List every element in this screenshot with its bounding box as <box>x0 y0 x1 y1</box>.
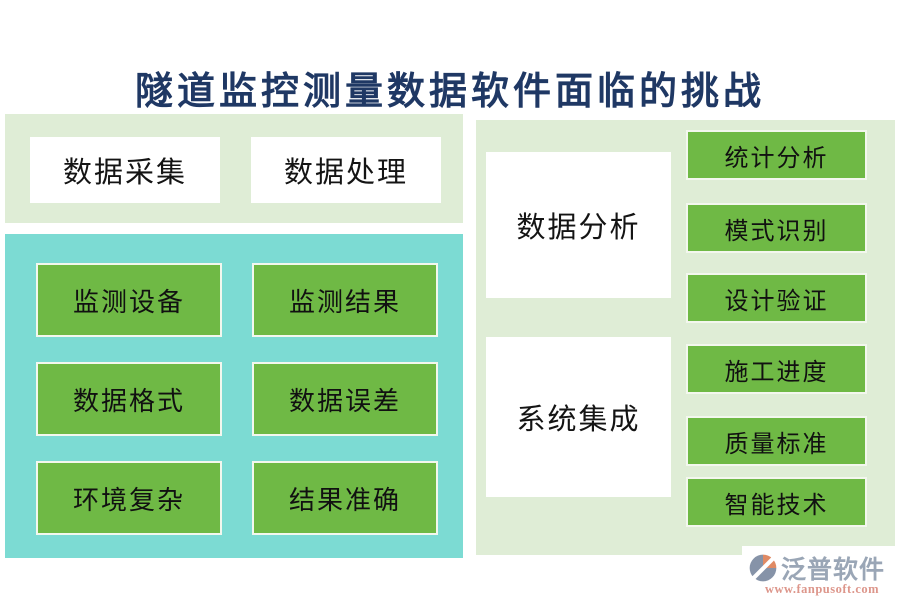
group-label-data-analysis: 数据分析 <box>486 152 671 298</box>
panel-analysis-integration: 数据分析 统计分析 模式识别 设计验证 系统集成 施工进度 质量标准 智能技术 <box>476 120 895 555</box>
fanpu-logo-icon <box>748 553 778 583</box>
item-box-quality-standard: 质量标准 <box>686 416 867 466</box>
item-box-statistical-analysis: 统计分析 <box>686 130 867 180</box>
panel-challenges: 监测设备 监测结果 数据格式 数据误差 环境复杂 结果准确 <box>5 234 463 558</box>
challenge-box-complex-environment: 环境复杂 <box>36 461 222 535</box>
item-box-design-verification: 设计验证 <box>686 273 867 323</box>
challenge-box-monitoring-equipment: 监测设备 <box>36 263 222 337</box>
category-box-data-collection: 数据采集 <box>30 137 220 203</box>
item-box-pattern-recognition: 模式识别 <box>686 203 867 253</box>
challenge-box-data-error: 数据误差 <box>252 362 438 436</box>
brand-row: 泛普软件 <box>748 550 885 586</box>
page-title: 隧道监控测量数据软件面临的挑战 <box>134 71 765 113</box>
panel-data-collection-processing: 数据采集 数据处理 <box>5 114 463 223</box>
brand-watermark: 泛普软件 www.fanpusoft.com <box>742 546 895 598</box>
challenge-box-monitoring-results: 监测结果 <box>252 263 438 337</box>
brand-name: 泛普软件 <box>781 556 886 584</box>
item-box-construction-progress: 施工进度 <box>686 344 867 394</box>
brand-url: www.fanpusoft.com <box>764 582 880 596</box>
category-box-data-processing: 数据处理 <box>251 137 441 203</box>
item-box-intelligent-technology: 智能技术 <box>686 477 867 527</box>
challenge-box-data-format: 数据格式 <box>36 362 222 436</box>
challenge-box-accurate-results: 结果准确 <box>252 461 438 535</box>
group-label-system-integration: 系统集成 <box>486 337 671 497</box>
